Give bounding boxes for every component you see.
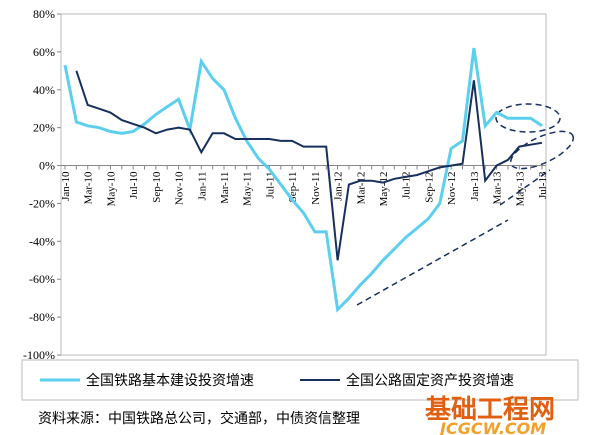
- x-tick-label: Nov-10: [174, 171, 186, 205]
- annotation-ellipse: [509, 130, 575, 170]
- watermark: 基础工程网: [425, 395, 555, 425]
- x-tick-label: Jan-13: [469, 171, 481, 201]
- series-line: [75, 70, 543, 261]
- y-tick-label: 40%: [33, 83, 55, 97]
- x-tick-label: Jan-12: [333, 172, 345, 201]
- x-tick-label: Jul-10: [128, 171, 140, 199]
- annotation-arrow: [356, 219, 509, 306]
- annotation-ellipse: [495, 103, 561, 133]
- legend-label: 全国铁路基本建设投资增速: [86, 372, 254, 389]
- x-tick-label: Mar-11: [219, 172, 231, 204]
- annotation-arrow: [499, 169, 551, 206]
- watermark-url: JCGCW.COM: [437, 419, 546, 435]
- x-tick-label: Sep-10: [151, 171, 163, 203]
- source: 资料来源：中国铁路总公司，交通部，中债资信整理: [38, 410, 360, 427]
- y-tick-label: -20%: [29, 196, 55, 210]
- x-tick-label: Mar-13: [492, 171, 504, 204]
- y-tick-label: 0%: [39, 159, 55, 173]
- x-tick-label: Sep-12: [423, 172, 435, 203]
- plot-frame: [60, 13, 547, 356]
- x-tick-label: Jul-12: [401, 172, 413, 200]
- y-tick-label: -60%: [29, 272, 55, 286]
- x-tick-label: Jan-10: [60, 171, 72, 201]
- series-line: [63, 47, 543, 313]
- x-tick-label: Mar-10: [83, 171, 95, 204]
- legend-frame: [21, 359, 579, 401]
- y-tick-label: 80%: [33, 7, 55, 21]
- y-tick-label: -40%: [29, 234, 55, 248]
- x-tick-label: May-10: [105, 171, 117, 206]
- y-tick-label: -80%: [29, 310, 55, 324]
- y-tick-label: 60%: [33, 45, 55, 59]
- x-tick-label: May-12: [378, 172, 390, 207]
- y-tick-label: -100%: [23, 348, 55, 362]
- legend-label: 全国公路固定资产投资增速: [346, 372, 514, 389]
- x-tick-label: Jul-13: [537, 171, 549, 199]
- annotations: [356, 103, 575, 306]
- x-tick-label: Nov-11: [310, 172, 322, 205]
- x-tick-label: May-13: [514, 171, 526, 206]
- y-tick-label: 20%: [33, 121, 55, 135]
- x-tick-label: Jan-11: [196, 172, 208, 201]
- x-tick-label: Nov-12: [446, 172, 458, 206]
- x-tick-label: Mar-12: [355, 172, 367, 205]
- x-tick-label: May-11: [242, 172, 254, 206]
- x-tick-label: Jul-11: [264, 172, 276, 199]
